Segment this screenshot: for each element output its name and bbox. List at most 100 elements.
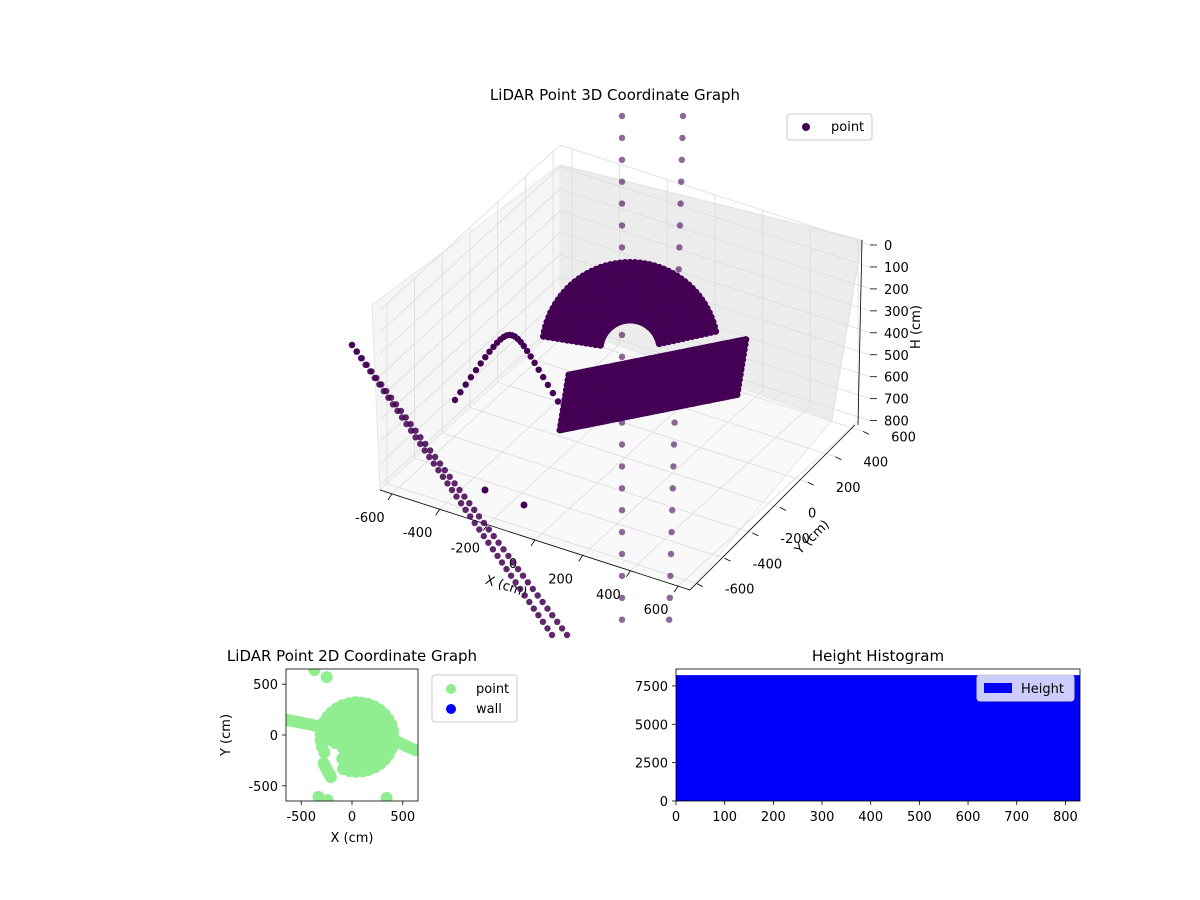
chart3d-point	[376, 381, 383, 388]
height-histogram: Height Histogram 0 100 200 300 400 500 600 700 8…	[635, 647, 1081, 825]
chart2d-ytick-label: -500	[248, 780, 278, 795]
chart3d-point	[618, 156, 626, 163]
chart3d-point	[667, 550, 675, 558]
chart2d-point	[318, 746, 331, 759]
chart3d-point	[666, 594, 673, 601]
chart3d-point	[554, 398, 562, 405]
chart3d-point	[621, 259, 629, 266]
chart3d-point	[519, 572, 527, 579]
chart3d-point	[457, 389, 464, 396]
chart3d-ytick-label: -600	[725, 583, 755, 598]
chart3d-point	[539, 598, 546, 606]
chart3d-point	[467, 374, 475, 381]
chart3d-point	[417, 440, 424, 448]
chart3d-point	[618, 222, 626, 229]
histogram-ticks: 0 100 200 300 400 500 600 700 800 0 2500 5000 7500	[635, 680, 1078, 825]
chart3d-point	[678, 178, 685, 185]
chart3d-point	[476, 526, 483, 533]
chart3d-point	[389, 401, 397, 408]
chart2d-ylabel: Y (cm)	[219, 714, 234, 757]
histogram-ytick-label: 5000	[635, 718, 668, 733]
chart3d-point	[467, 513, 474, 520]
chart3d-point	[498, 559, 506, 566]
chart3d-point	[485, 526, 492, 533]
chart2d-legend: point wall	[431, 674, 518, 723]
chart3d-point	[462, 381, 469, 388]
chart3d-point	[494, 552, 501, 560]
histogram-legend-swatch	[984, 683, 1012, 693]
chart3d-point	[357, 355, 365, 362]
chart3d-point	[563, 631, 571, 639]
histogram-xtick-label: 600	[956, 810, 981, 825]
chart3d-point	[618, 485, 626, 492]
chart3d-point	[677, 200, 684, 207]
chart2d-point	[318, 721, 331, 734]
histogram-legend: Height	[976, 674, 1075, 702]
chart3d-ytick-label: 200	[836, 481, 861, 496]
chart3d-legend-marker	[802, 123, 810, 131]
chart3d-point	[486, 348, 493, 355]
chart3d-point-cloud	[348, 112, 750, 639]
histogram-xtick-label: 400	[858, 810, 883, 825]
chart3d-point	[353, 348, 360, 355]
chart3d-point	[544, 625, 551, 632]
chart3d-point	[466, 500, 473, 507]
chart3d-gridlines	[379, 144, 871, 587]
chart3d-point	[481, 486, 489, 494]
chart3d-point	[448, 486, 456, 494]
chart3d-point	[618, 200, 626, 207]
histogram-xtick-label: 200	[761, 810, 786, 825]
chart3d-point	[472, 366, 480, 374]
chart3d-point	[485, 539, 492, 546]
scatter-3d-chart: LiDAR Point 3D Coordinate Graph -600 -400…	[348, 86, 924, 639]
chart3d-ticks: -600-400-2000200400600-600-400-200020040…	[355, 239, 916, 618]
chart3d-ztick-label: 200	[884, 283, 909, 298]
histogram-xtick-label: 700	[1004, 810, 1029, 825]
chart3d-point	[549, 389, 557, 397]
chart3d-point	[675, 266, 682, 273]
chart3d-xtick-label: 600	[644, 603, 669, 618]
chart3d-point	[417, 434, 424, 441]
chart3d-ytick-label: 600	[891, 430, 916, 445]
chart3d-point	[490, 343, 497, 350]
chart3d-point	[444, 480, 451, 487]
chart3d-point	[422, 440, 429, 448]
chart3d-point	[618, 550, 626, 558]
histogram-ytick-label: 7500	[635, 680, 668, 695]
chart3d-xtick-label: 200	[548, 572, 573, 587]
chart3d-ztick-label: 600	[884, 371, 909, 386]
chart3d-point	[500, 546, 507, 553]
chart2d-legend-marker-wall	[446, 704, 456, 714]
chart3d-point	[554, 618, 561, 625]
chart3d-ytick-label: 0	[808, 507, 816, 522]
chart3d-point	[667, 572, 674, 580]
chart3d-point	[430, 460, 437, 467]
chart3d-point	[461, 493, 468, 500]
chart3d-point	[618, 507, 626, 514]
chart2d-point	[409, 744, 418, 757]
chart3d-point	[539, 618, 547, 625]
chart2d-points	[286, 669, 418, 801]
chart2d-ytick-label: 0	[270, 729, 278, 744]
chart3d-point	[670, 463, 677, 470]
chart3d-point	[512, 579, 519, 586]
chart3d-point	[477, 360, 484, 367]
chart3d-legend: point	[786, 113, 873, 141]
chart3d-title: LiDAR Point 3D Coordinate Graph	[490, 86, 740, 104]
chart3d-point	[618, 572, 626, 580]
chart3d-point	[380, 387, 387, 395]
chart3d-point	[544, 605, 551, 612]
chart2d-ticks: -500 0 500 -500 0 500	[248, 678, 415, 825]
chart3d-ytick-label: -200	[780, 532, 810, 547]
chart3d-point	[517, 585, 524, 593]
chart3d-point	[394, 407, 401, 415]
chart3d-point	[505, 552, 512, 560]
chart3d-point	[371, 374, 378, 382]
chart3d-point	[618, 353, 626, 361]
chart3d-point	[526, 598, 533, 606]
histogram-ytick-label: 0	[660, 795, 668, 810]
chart3d-xtick-label: -600	[355, 511, 385, 526]
chart3d-y-axis	[689, 424, 856, 591]
chart3d-xtick-label: -200	[451, 542, 481, 557]
